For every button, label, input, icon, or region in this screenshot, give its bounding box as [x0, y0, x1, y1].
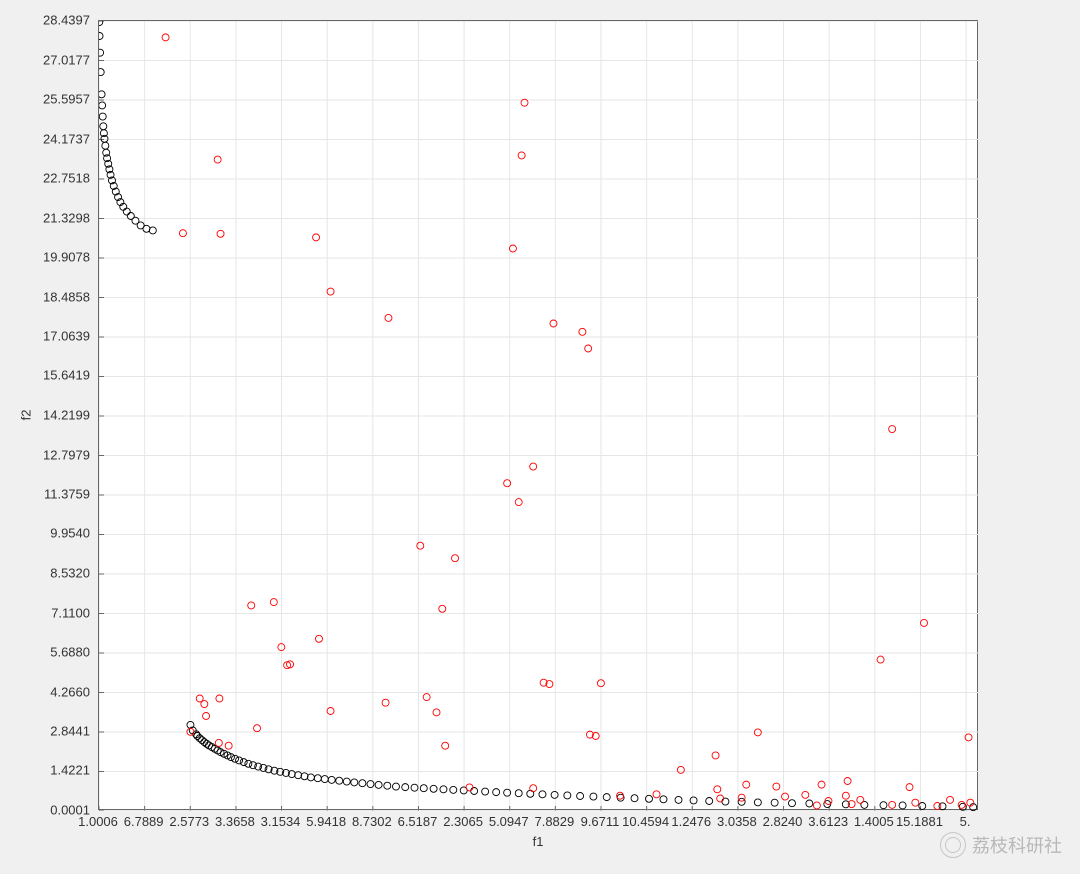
- y-tick-label: 8.5320: [40, 565, 90, 580]
- y-tick-label: 15.6419: [40, 368, 90, 383]
- y-tick-label: 12.7979: [40, 447, 90, 462]
- x-tick-label: 5.0947: [489, 814, 529, 829]
- x-tick-label: 2.3065: [443, 814, 483, 829]
- y-tick-label: 22.7518: [40, 170, 90, 185]
- x-tick-label: 2.5773: [169, 814, 209, 829]
- watermark-text: 荔枝科研社: [972, 832, 1062, 858]
- x-tick-label: 8.7302: [352, 814, 392, 829]
- x-tick-label: 3.3658: [215, 814, 255, 829]
- watermark-icon: [940, 832, 966, 858]
- y-tick-label: 21.3298: [40, 210, 90, 225]
- y-tick-label: 27.0177: [40, 52, 90, 67]
- x-tick-label: 7.8829: [534, 814, 574, 829]
- x-tick-label: 10.4594: [622, 814, 669, 829]
- y-tick-label: 18.4858: [40, 289, 90, 304]
- y-tick-label: 2.8441: [40, 723, 90, 738]
- y-tick-label: 28.4397: [40, 13, 90, 28]
- y-tick-label: 7.1100: [40, 605, 90, 620]
- scatter-plot: [98, 20, 978, 810]
- x-tick-label: 15.1881: [896, 814, 943, 829]
- x-tick-label: 3.0358: [717, 814, 757, 829]
- y-tick-label: 9.9540: [40, 526, 90, 541]
- y-tick-label: 14.2199: [40, 408, 90, 423]
- x-axis-label: f1: [533, 834, 544, 849]
- y-tick-label: 5.6880: [40, 645, 90, 660]
- y-tick-label: 19.9078: [40, 250, 90, 265]
- watermark: 荔枝科研社: [940, 832, 1062, 858]
- y-tick-label: 11.3759: [40, 487, 90, 502]
- x-tick-label: 5.: [960, 814, 971, 829]
- x-tick-label: 3.1534: [261, 814, 301, 829]
- y-tick-label: 24.1737: [40, 131, 90, 146]
- x-tick-label: 1.2476: [671, 814, 711, 829]
- series-population: [162, 34, 974, 810]
- y-tick-label: 17.0639: [40, 328, 90, 343]
- x-tick-label: 3.6123: [808, 814, 848, 829]
- y-tick-label: 25.5957: [40, 92, 90, 107]
- x-tick-label: 9.6711: [581, 814, 620, 829]
- y-tick-label: 0.0001: [40, 803, 90, 818]
- plot-svg: [99, 21, 979, 811]
- x-tick-label: 6.7889: [124, 814, 164, 829]
- y-axis-label: f2: [19, 410, 34, 421]
- x-tick-label: 1.4005: [854, 814, 894, 829]
- y-tick-label: 1.4221: [40, 763, 90, 778]
- x-tick-label: 5.9418: [306, 814, 346, 829]
- y-tick-label: 4.2660: [40, 684, 90, 699]
- x-tick-label: 6.5187: [398, 814, 438, 829]
- x-tick-label: 2.8240: [763, 814, 803, 829]
